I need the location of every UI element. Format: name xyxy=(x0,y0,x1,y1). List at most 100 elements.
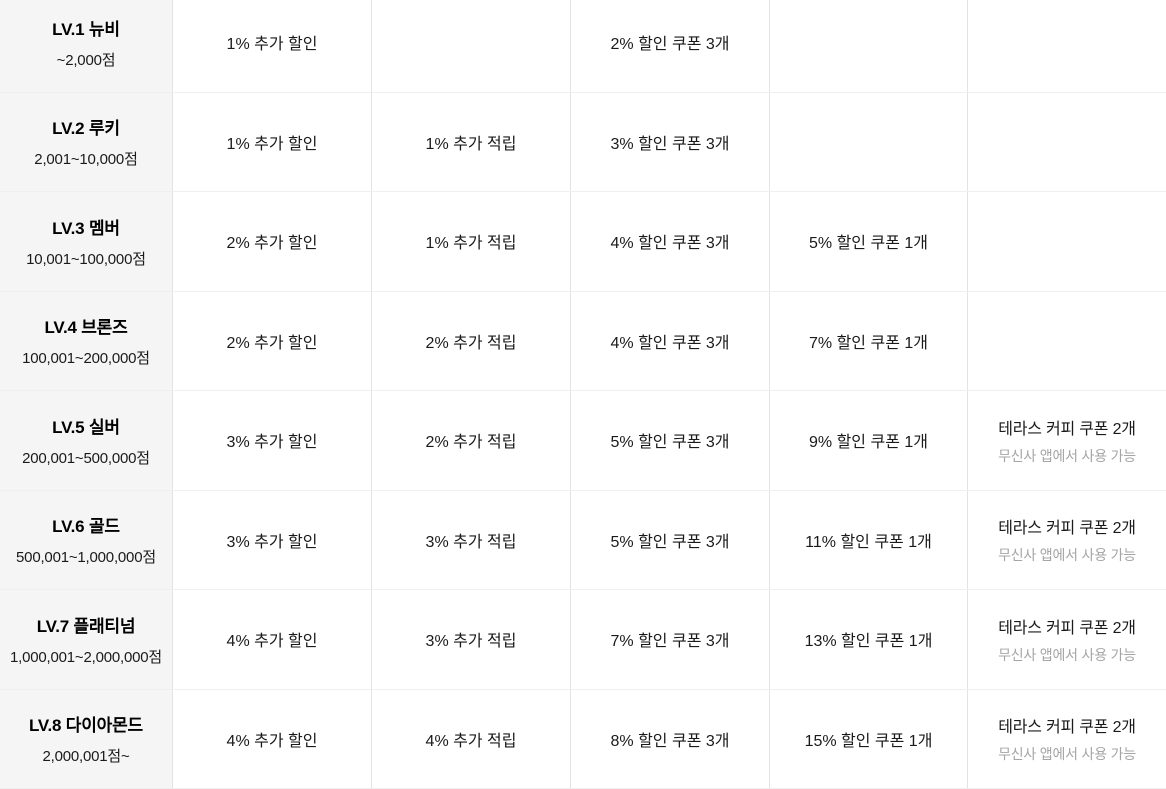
level-points-range: 500,001~1,000,000점 xyxy=(16,546,156,567)
benefit-text: 5% 할인 쿠폰 1개 xyxy=(809,229,928,253)
membership-row: LV.2 루키 2,001~10,000점 1% 추가 할인 1% 추가 적립 3% 할… xyxy=(0,93,1166,193)
level-points-range: 10,001~100,000점 xyxy=(26,248,146,269)
coffee-coupon-text: 테라스 커피 쿠폰 2개 xyxy=(998,415,1136,439)
level-title: LV.6 골드 xyxy=(52,512,120,537)
level-cell: LV.2 루키 2,001~10,000점 xyxy=(0,93,173,192)
level-cell: LV.3 멤버 10,001~100,000점 xyxy=(0,192,173,291)
level-title: LV.2 루키 xyxy=(52,114,120,139)
extra-discount-cell: 1% 추가 할인 xyxy=(173,0,372,92)
benefit-text: 1% 추가 적립 xyxy=(426,130,517,154)
membership-row: LV.8 다이아몬드 2,000,001점~ 4% 추가 할인 4% 추가 적립 8% … xyxy=(0,690,1166,789)
coffee-coupon-note: 무신사 앱에서 사용 가능 xyxy=(998,744,1136,764)
coffee-coupon-text: 테라스 커피 쿠폰 2개 xyxy=(998,514,1136,538)
coffee-coupon-note: 무신사 앱에서 사용 가능 xyxy=(998,446,1136,466)
extra-discount-cell: 2% 추가 할인 xyxy=(173,192,372,291)
coffee-coupon-text: 테라스 커피 쿠폰 2개 xyxy=(998,614,1136,638)
benefit-text: 2% 할인 쿠폰 3개 xyxy=(611,30,730,54)
benefit-text: 9% 할인 쿠폰 1개 xyxy=(809,428,928,452)
level-title: LV.3 멤버 xyxy=(52,214,120,239)
extra-reward-cell xyxy=(372,0,571,92)
level-title: LV.4 브론즈 xyxy=(44,313,127,338)
benefit-text: 4% 할인 쿠폰 3개 xyxy=(611,229,730,253)
level-points-range: 100,001~200,000점 xyxy=(22,347,150,368)
coffee-coupon-note: 무신사 앱에서 사용 가능 xyxy=(998,545,1136,565)
membership-row: LV.3 멤버 10,001~100,000점 2% 추가 할인 1% 추가 적립 4%… xyxy=(0,192,1166,292)
level-title: LV.7 플래티넘 xyxy=(37,612,136,637)
extra-reward-cell: 1% 추가 적립 xyxy=(372,192,571,291)
membership-row: LV.6 골드 500,001~1,000,000점 3% 추가 할인 3% 추가 적… xyxy=(0,491,1166,591)
level-cell: LV.4 브론즈 100,001~200,000점 xyxy=(0,292,173,391)
multi-coupon-cell: 5% 할인 쿠폰 3개 xyxy=(571,491,770,590)
benefit-text: 4% 할인 쿠폰 3개 xyxy=(611,329,730,353)
level-cell: LV.5 실버 200,001~500,000점 xyxy=(0,391,173,490)
benefit-text: 3% 추가 할인 xyxy=(227,528,318,552)
benefit-text: 8% 할인 쿠폰 3개 xyxy=(611,727,730,751)
coffee-coupon-cell xyxy=(968,292,1166,391)
single-coupon-cell: 9% 할인 쿠폰 1개 xyxy=(770,391,968,490)
benefit-text: 3% 추가 적립 xyxy=(426,528,517,552)
benefit-text: 2% 추가 적립 xyxy=(426,428,517,452)
benefit-text: 2% 추가 할인 xyxy=(227,229,318,253)
benefit-text: 4% 추가 적립 xyxy=(426,727,517,751)
coffee-coupon-cell xyxy=(968,0,1166,92)
membership-row: LV.1 뉴비~2,000점 1% 추가 할인 2% 할인 쿠폰 3개 xyxy=(0,0,1166,93)
benefit-text: 15% 할인 쿠폰 1개 xyxy=(805,727,933,751)
level-points-range: 200,001~500,000점 xyxy=(22,447,150,468)
benefit-text: 4% 추가 할인 xyxy=(227,727,318,751)
benefit-text: 4% 추가 할인 xyxy=(227,627,318,651)
level-title: LV.8 다이아몬드 xyxy=(29,711,143,736)
level-points-range: 1,000,001~2,000,000점 xyxy=(10,646,162,667)
single-coupon-cell: 5% 할인 쿠폰 1개 xyxy=(770,192,968,291)
extra-discount-cell: 1% 추가 할인 xyxy=(173,93,372,192)
extra-reward-cell: 4% 추가 적립 xyxy=(372,690,571,789)
single-coupon-cell: 13% 할인 쿠폰 1개 xyxy=(770,590,968,689)
coffee-coupon-cell xyxy=(968,93,1166,192)
coffee-coupon-note: 무신사 앱에서 사용 가능 xyxy=(998,645,1136,665)
level-title: LV.5 실버 xyxy=(52,413,120,438)
membership-row: LV.5 실버 200,001~500,000점 3% 추가 할인 2% 추가 적립 5… xyxy=(0,391,1166,491)
extra-discount-cell: 4% 추가 할인 xyxy=(173,690,372,789)
level-points-range: 2,001~10,000점 xyxy=(34,148,137,169)
membership-row: LV.4 브론즈 100,001~200,000점 2% 추가 할인 2% 추가 적립… xyxy=(0,292,1166,392)
level-cell: LV.1 뉴비~2,000점 xyxy=(0,0,173,92)
extra-reward-cell: 1% 추가 적립 xyxy=(372,93,571,192)
multi-coupon-cell: 7% 할인 쿠폰 3개 xyxy=(571,590,770,689)
benefit-text: 1% 추가 적립 xyxy=(426,229,517,253)
benefit-text: 13% 할인 쿠폰 1개 xyxy=(805,627,933,651)
benefit-text: 5% 할인 쿠폰 3개 xyxy=(611,428,730,452)
multi-coupon-cell: 4% 할인 쿠폰 3개 xyxy=(571,192,770,291)
level-points-range: 2,000,001점~ xyxy=(42,745,129,766)
benefit-text: 1% 추가 할인 xyxy=(227,130,318,154)
extra-discount-cell: 4% 추가 할인 xyxy=(173,590,372,689)
single-coupon-cell: 15% 할인 쿠폰 1개 xyxy=(770,690,968,789)
single-coupon-cell xyxy=(770,0,968,92)
benefit-text: 3% 추가 적립 xyxy=(426,627,517,651)
extra-discount-cell: 3% 추가 할인 xyxy=(173,491,372,590)
benefit-text: 2% 추가 적립 xyxy=(426,329,517,353)
single-coupon-cell: 7% 할인 쿠폰 1개 xyxy=(770,292,968,391)
benefit-text: 2% 추가 할인 xyxy=(227,329,318,353)
benefit-text: 1% 추가 할인 xyxy=(227,30,318,54)
membership-row: LV.7 플래티넘 1,000,001~2,000,000점 4% 추가 할인 3% … xyxy=(0,590,1166,690)
benefit-text: 5% 할인 쿠폰 3개 xyxy=(611,528,730,552)
single-coupon-cell: 11% 할인 쿠폰 1개 xyxy=(770,491,968,590)
single-coupon-cell xyxy=(770,93,968,192)
benefit-text: 7% 할인 쿠폰 1개 xyxy=(809,329,928,353)
multi-coupon-cell: 3% 할인 쿠폰 3개 xyxy=(571,93,770,192)
multi-coupon-cell: 4% 할인 쿠폰 3개 xyxy=(571,292,770,391)
extra-reward-cell: 3% 추가 적립 xyxy=(372,491,571,590)
benefit-text: 3% 할인 쿠폰 3개 xyxy=(611,130,730,154)
coffee-coupon-cell xyxy=(968,192,1166,291)
benefit-text: 11% 할인 쿠폰 1개 xyxy=(805,528,932,552)
level-cell: LV.6 골드 500,001~1,000,000점 xyxy=(0,491,173,590)
multi-coupon-cell: 8% 할인 쿠폰 3개 xyxy=(571,690,770,789)
level-cell: LV.7 플래티넘 1,000,001~2,000,000점 xyxy=(0,590,173,689)
benefit-text: 7% 할인 쿠폰 3개 xyxy=(611,627,730,651)
multi-coupon-cell: 2% 할인 쿠폰 3개 xyxy=(571,0,770,92)
benefit-text: 3% 추가 할인 xyxy=(227,428,318,452)
